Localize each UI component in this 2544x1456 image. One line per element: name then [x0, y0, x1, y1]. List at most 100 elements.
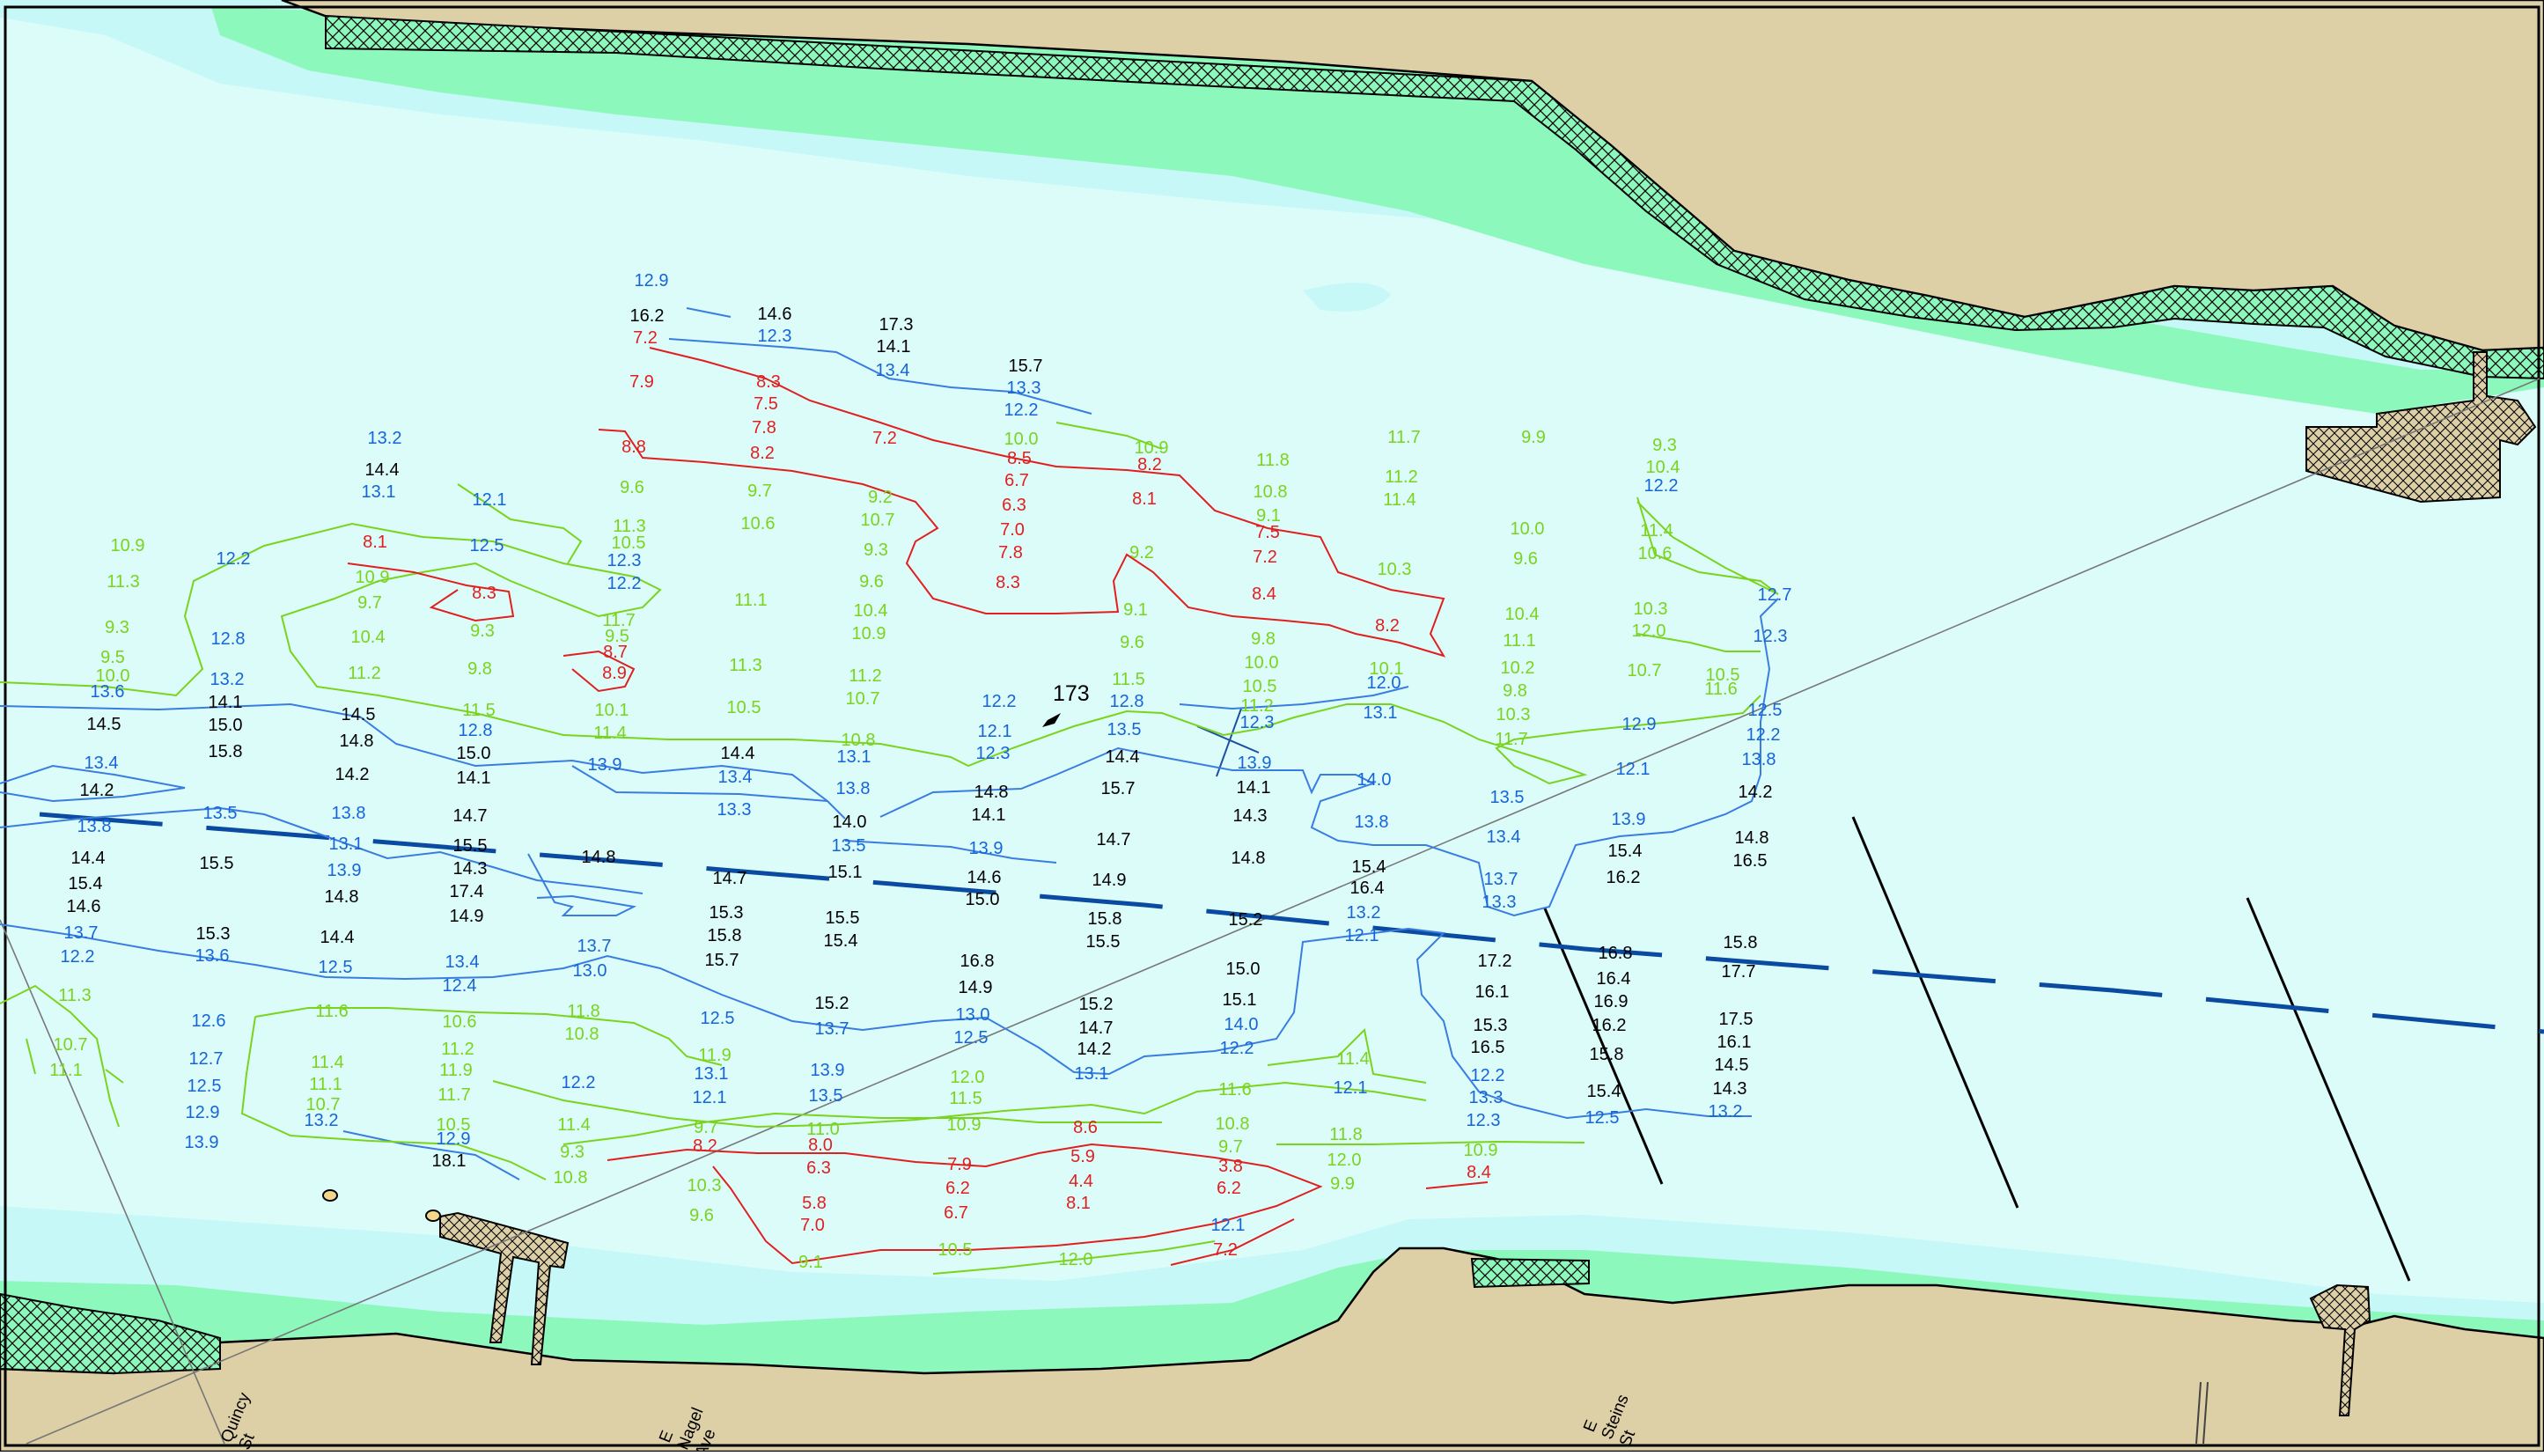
depth-sounding: 9.1	[798, 1253, 823, 1272]
depth-sounding: 14.3	[1713, 1079, 1747, 1099]
depth-sounding: 12.1	[1616, 760, 1651, 779]
depth-sounding: 10.5	[612, 533, 646, 553]
depth-sounding: 9.1	[1256, 506, 1281, 526]
chart-border	[4, 5, 2540, 1447]
restricted-area-north	[325, 14, 2544, 380]
depth-sounding: 12.0	[951, 1068, 985, 1087]
depth-sounding: 11.3	[58, 986, 91, 1005]
depth-sounding: 7.9	[947, 1155, 972, 1174]
depth-sounding: 12.2	[607, 574, 642, 593]
depth-sounding: 13.3	[717, 800, 752, 820]
depth-sounding: 12.8	[459, 721, 493, 740]
depth-sounding: 15.8	[708, 926, 742, 945]
depth-sounding: 16.9	[1594, 992, 1629, 1011]
depth-sounding: 5.8	[802, 1194, 827, 1213]
depth-sounding: 12.0	[1327, 1151, 1362, 1170]
depth-sounding: 13.9	[327, 861, 362, 880]
depth-sounding: 10.8	[1216, 1114, 1250, 1134]
depth-sounding: 8.3	[756, 372, 781, 392]
depth-sounding: 13.8	[1355, 813, 1389, 832]
depth-sounding: 6.2	[945, 1179, 970, 1198]
depth-sounding: 15.5	[200, 854, 234, 873]
depth-sounding: 10.9	[947, 1115, 982, 1135]
depth-sounding: 13.2	[1347, 903, 1381, 923]
depth-sounding: 13.4	[876, 361, 910, 380]
depth-sounding: 14.8	[582, 848, 616, 867]
depth-sounding: 12.5	[470, 536, 504, 555]
cable-line	[1543, 908, 1664, 1185]
depth-sounding: 10.8	[1254, 482, 1288, 502]
depth-sounding: 14.7	[453, 806, 488, 826]
depth-sounding: 13.1	[329, 835, 364, 854]
depth-sounding: 10.0	[1004, 430, 1039, 449]
depth-sounding: 15.1	[828, 863, 863, 882]
land-south	[0, 1246, 2544, 1453]
cable-line	[1851, 816, 2019, 1209]
depth-sounding: 4.4	[1069, 1172, 1093, 1191]
depth-sounding: 12.2	[1220, 1039, 1254, 1058]
depth-sounding: 12.1	[1345, 926, 1379, 945]
landmark-marker	[1042, 713, 1061, 727]
landmark-label: 173	[1053, 681, 1090, 706]
depth-sounding: 11.2	[441, 1040, 474, 1059]
depth-sounding: 14.4	[365, 460, 400, 480]
tick-line	[1216, 708, 1242, 777]
depth-sounding: 11.0	[806, 1120, 839, 1139]
depth-sounding: 9.8	[1251, 629, 1276, 649]
depth-sounding: 13.5	[809, 1086, 843, 1106]
depth-sounding: 12.8	[1110, 692, 1144, 711]
depth-sounding: 11.9	[439, 1061, 472, 1080]
red-contours	[347, 347, 1489, 1266]
depth-sounding: 14.4	[721, 744, 755, 763]
depth-sounding: 12.6	[192, 1011, 226, 1031]
depth-sounding: 8.5	[1007, 449, 1032, 468]
depth-sounding: 14.6	[67, 897, 101, 916]
depth-sounding: 10.6	[741, 514, 776, 533]
depth-sounding: 13.5	[832, 836, 866, 856]
depth-sounding: 10.7	[861, 511, 895, 530]
depth-sounding: 10.8	[554, 1168, 588, 1188]
depth-sounding: 9.3	[1652, 436, 1677, 455]
depth-sounding: 14.0	[1224, 1015, 1259, 1034]
depth-sounding: 11.3	[729, 656, 761, 675]
depth-sounding: 15.5	[826, 908, 860, 928]
depth-sounding: 10.5	[727, 698, 761, 717]
depth-sounding: 15.3	[196, 924, 231, 944]
soundings-black: 16.2 14.617.314.115.714.414.115.015.814.5…	[67, 305, 1773, 1171]
depth-sounding: 9.8	[1503, 681, 1527, 701]
depth-sounding: 3.8	[1218, 1157, 1243, 1176]
depth-sounding: 14.0	[833, 813, 867, 832]
depth-sounding: 8.3	[996, 573, 1020, 592]
depth-sounding: 7.2	[1213, 1240, 1238, 1260]
depth-sounding: 17.7	[1722, 962, 1756, 982]
depth-sounding: 12.1	[978, 722, 1012, 741]
depth-sounding: 7.8	[752, 418, 776, 438]
depth-sounding: 13.1	[1075, 1064, 1109, 1084]
depth-sounding: 12.0	[1632, 621, 1666, 641]
depth-sounding: 15.3	[1474, 1016, 1508, 1035]
depth-sounding: 14.8	[325, 887, 359, 907]
depth-sounding: 7.0	[800, 1216, 825, 1235]
pier-southwest	[439, 1211, 570, 1365]
depth-sounding: 14.9	[1092, 871, 1127, 890]
depth-sounding: 10.3	[1496, 705, 1531, 724]
depth-sounding: 14.8	[974, 783, 1009, 802]
depth-sounding: 10.4	[351, 628, 386, 647]
range-line	[26, 378, 2540, 1445]
cable-line	[2246, 897, 2411, 1282]
depth-sounding: 16.4	[1350, 879, 1385, 898]
dock-line	[2202, 1381, 2209, 1445]
depth-sounding: 11.8	[1329, 1125, 1362, 1144]
depth-sounding: 11.4	[557, 1115, 590, 1135]
depth-sounding: 10.8	[842, 731, 876, 750]
buoy-marker	[425, 1210, 441, 1222]
depth-sounding: 13.4	[1487, 827, 1521, 847]
depth-sounding: 9.9	[1521, 428, 1546, 447]
depth-sounding: 14.4	[1106, 747, 1140, 767]
depth-sounding: 8.2	[693, 1136, 717, 1156]
depth-sounding: 13.1	[837, 747, 871, 767]
depth-sounding: 11.2	[1385, 467, 1417, 487]
depth-sounding: 14.1	[209, 693, 243, 712]
